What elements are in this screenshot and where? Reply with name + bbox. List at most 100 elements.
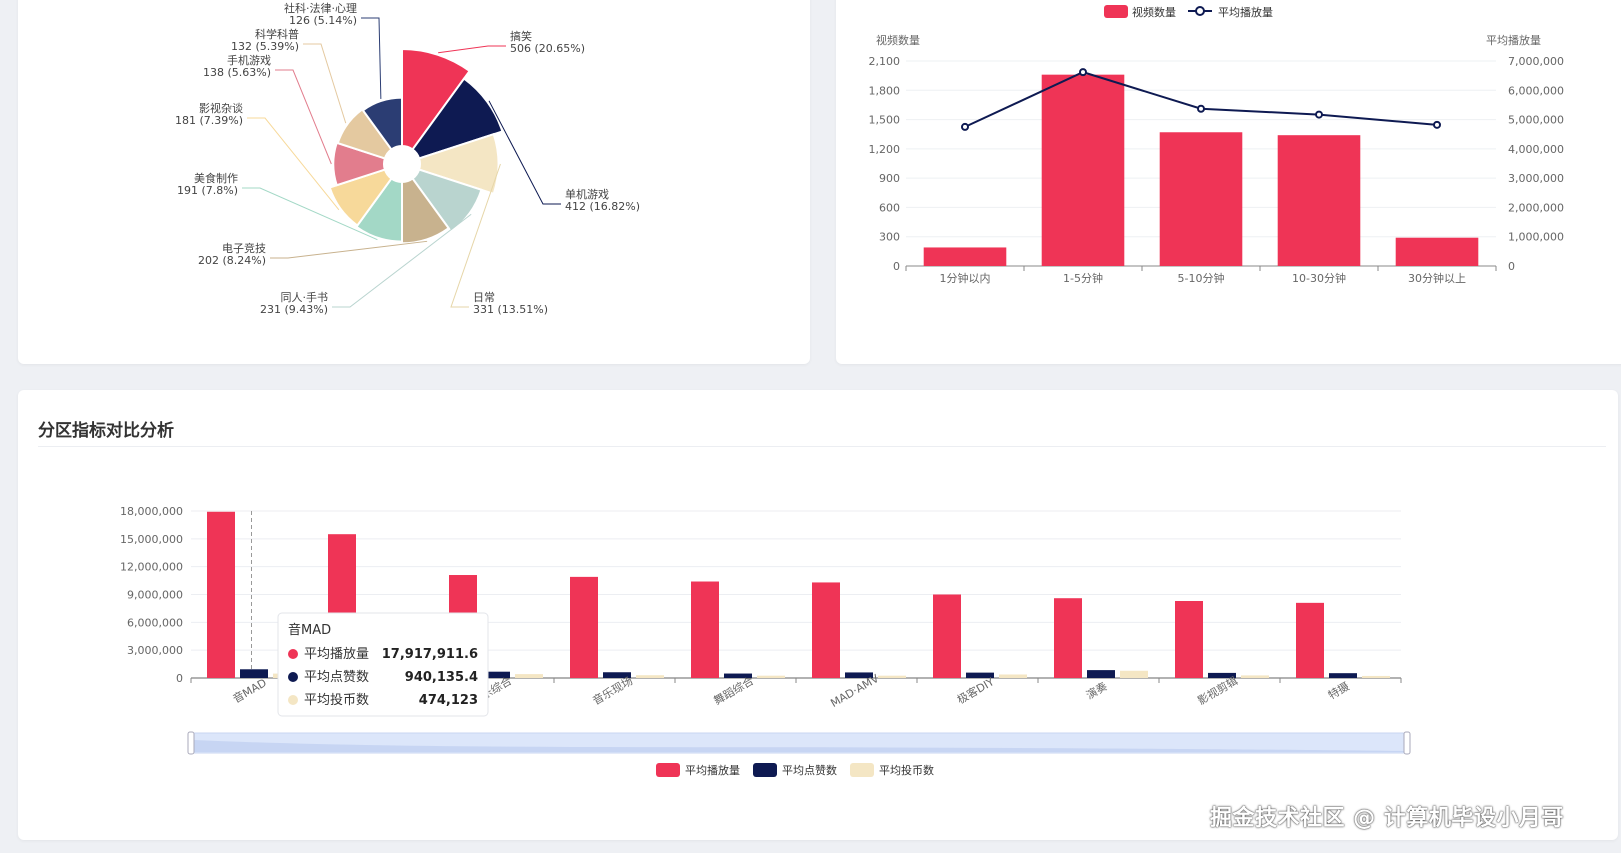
pie-slice[interactable] <box>361 96 403 151</box>
y-tick-right-label: 1,000,000 <box>1508 231 1564 244</box>
pie-label-line <box>270 240 428 259</box>
legend-label-avg-play[interactable]: 平均播放量 <box>1218 5 1273 19</box>
bar-avg-coin[interactable] <box>999 674 1027 678</box>
bar-avg-like[interactable] <box>603 672 631 678</box>
bar-avg-like[interactable] <box>1208 672 1236 678</box>
duration-chart-card: 视频数量 平均播放量 视频数量 平均播放量 0 0 300 1,000,000 600 2,000… <box>836 0 1621 364</box>
pie-slice[interactable] <box>401 47 471 151</box>
pie-label-line <box>303 43 347 124</box>
bar-avg-play[interactable] <box>812 582 840 678</box>
pie-label-name: 美食制作 <box>194 171 238 185</box>
bar-avg-like[interactable] <box>240 669 268 678</box>
pie-label-line <box>361 17 382 99</box>
tooltip-series-label: 平均播放量 <box>304 647 369 662</box>
bar-avg-coin[interactable] <box>1241 675 1269 678</box>
x-tick-label: 舞蹈综合 <box>711 673 756 707</box>
tooltip-marker <box>288 672 298 682</box>
bar-avg-play[interactable] <box>933 594 961 679</box>
pie-label-line <box>450 163 501 308</box>
bar-video-count[interactable] <box>923 247 1007 266</box>
pie-label-name: 日常 <box>473 291 495 304</box>
y-tick-left-label: 1,500 <box>869 114 901 127</box>
pie-label-name: 社科·法律·心理 <box>284 1 357 15</box>
data-zoom-handle-left[interactable] <box>187 731 195 755</box>
legend-swatch[interactable] <box>850 763 874 777</box>
data-zoom-handle-right[interactable] <box>1403 731 1411 755</box>
bar-avg-like[interactable] <box>724 673 752 678</box>
legend-swatch-video-count[interactable] <box>1104 5 1128 18</box>
pie-label-line <box>332 213 472 308</box>
legend-label[interactable]: 平均投币数 <box>879 763 934 777</box>
tooltip-series-value: 474,123 <box>419 693 478 708</box>
bar-avg-like[interactable] <box>1087 670 1115 678</box>
pie-label-name: 影视杂谈 <box>199 101 243 115</box>
bar-avg-play[interactable] <box>1296 602 1324 678</box>
tooltip-series-label: 平均投币数 <box>304 692 369 708</box>
y-tick-left-label: 2,100 <box>869 55 901 68</box>
bar-avg-like[interactable] <box>845 672 873 678</box>
y-tick-right-label: 5,000,000 <box>1508 114 1564 127</box>
bar-avg-coin[interactable] <box>515 674 543 678</box>
bar-avg-play[interactable] <box>1054 598 1082 678</box>
pie-label-line <box>242 187 378 241</box>
legend-marker-avg-play[interactable] <box>1195 6 1205 16</box>
legend-label[interactable]: 平均点赞数 <box>782 764 837 777</box>
pie-label-name: 搞笑 <box>510 29 532 43</box>
legend-swatch[interactable] <box>753 763 777 777</box>
bar-avg-like[interactable] <box>482 671 510 678</box>
point-avg-play[interactable] <box>1433 120 1441 129</box>
legend-label[interactable]: 平均播放量 <box>685 763 740 777</box>
bar-avg-coin[interactable] <box>636 675 664 678</box>
y-tick-label: 0 <box>176 672 183 685</box>
pie-slice[interactable] <box>354 177 403 243</box>
pie-label-value: 132 (5.39%) <box>231 40 299 53</box>
bar-avg-play[interactable] <box>691 581 719 678</box>
y-tick-right-label: 2,000,000 <box>1508 201 1564 214</box>
bar-avg-play[interactable] <box>1175 600 1203 678</box>
category-compare-bar-chart: 0 3,000,000 6,000,000 9,000,000 12,000,000 15… <box>120 505 1411 777</box>
y-tick-label: 18,000,000 <box>120 505 183 518</box>
legend-label-video-count[interactable]: 视频数量 <box>1132 5 1176 19</box>
point-avg-play[interactable] <box>1315 110 1323 119</box>
x-tick-label: 1分钟以内 <box>940 271 991 285</box>
bar-avg-coin[interactable] <box>757 675 785 678</box>
pie-label-line <box>275 69 332 165</box>
pie-slice[interactable] <box>417 132 500 196</box>
point-avg-play[interactable] <box>1079 68 1087 77</box>
tooltip-series-label: 平均点赞数 <box>304 670 369 685</box>
x-tick-label: 特摄 <box>1325 679 1351 702</box>
pie-slice[interactable] <box>411 168 483 233</box>
point-avg-play[interactable] <box>961 122 969 131</box>
pie-label-value: 191 (7.8%) <box>177 184 238 197</box>
pie-slice[interactable] <box>332 141 387 187</box>
bar-avg-like[interactable] <box>966 672 994 678</box>
y-tick-left-label: 0 <box>893 260 900 273</box>
bar-avg-play[interactable] <box>207 511 235 678</box>
point-avg-play[interactable] <box>1197 104 1205 113</box>
pie-label-value: 506 (20.65%) <box>510 42 585 55</box>
y-tick-label: 6,000,000 <box>127 616 183 629</box>
bar-avg-coin[interactable] <box>878 675 906 678</box>
bar-video-count[interactable] <box>1041 74 1125 267</box>
pie-label-value: 126 (5.14%) <box>289 14 357 27</box>
bar-video-count[interactable] <box>1277 135 1361 266</box>
bar-video-count[interactable] <box>1159 132 1243 266</box>
pie-slice[interactable] <box>328 168 393 227</box>
tooltip-marker <box>288 649 298 659</box>
pie-label-name: 同人·手书 <box>281 290 329 304</box>
x-tick-label: 10-30分钟 <box>1292 271 1346 285</box>
bar-avg-play[interactable] <box>570 576 598 678</box>
pie-slice[interactable] <box>401 177 451 245</box>
bar-avg-like[interactable] <box>1329 673 1357 678</box>
bar-avg-coin[interactable] <box>1362 675 1390 678</box>
chart-tooltip: 音MAD 平均播放量 17,917,911.6 平均点赞数 940,135.4 平均投币数… <box>277 612 489 717</box>
bar-video-count[interactable] <box>1395 237 1479 266</box>
y-axis-right-title: 平均播放量 <box>1486 33 1541 47</box>
pie-label-name: 电子竞技 <box>222 241 266 255</box>
legend-swatch[interactable] <box>656 763 680 777</box>
pie-slice[interactable] <box>336 107 393 160</box>
data-zoom-preview-area <box>194 740 1404 752</box>
bar-avg-coin[interactable] <box>1120 670 1148 678</box>
